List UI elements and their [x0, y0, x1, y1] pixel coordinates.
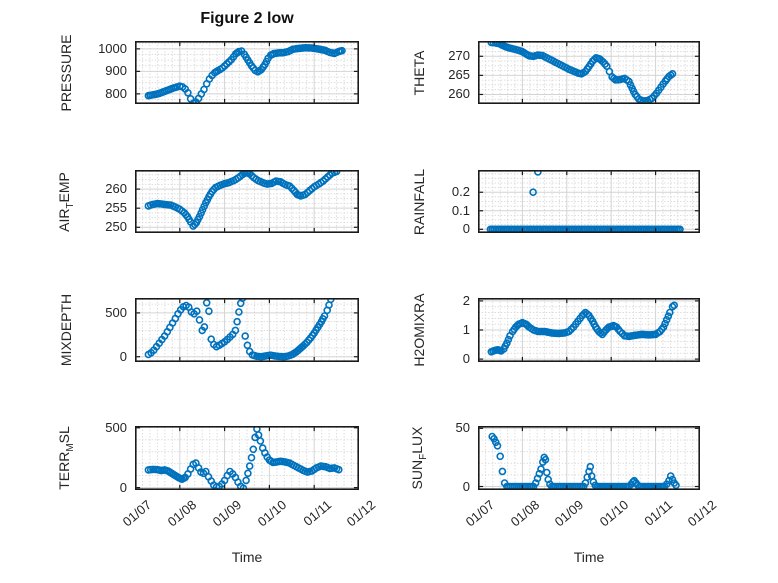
terr-msl-plot-area — [135, 426, 359, 490]
mixdepth-data-markers — [144, 298, 335, 361]
theta-y-tick-label: 265 — [448, 67, 470, 83]
h2omixra-data-markers — [487, 301, 678, 356]
air-temp-y-tick-label: 250 — [105, 219, 127, 235]
rainfall-plot-area — [478, 170, 700, 233]
rainfall-y-tick-label: 0.2 — [451, 184, 470, 200]
mixdepth-plot-area — [135, 298, 359, 362]
air-temp-y-tick-label: 255 — [105, 200, 127, 216]
theta-data-markers — [487, 41, 677, 104]
terr-msl-x-tick-label: 01/12 — [344, 497, 379, 530]
subplot-terr-msl — [135, 426, 359, 490]
subplot-pressure — [135, 41, 359, 104]
h2omixra-y-tick-label: 0 — [462, 351, 470, 367]
subplot-sun-flux — [478, 426, 700, 490]
sun-flux-plot-area — [478, 426, 700, 490]
theta-y-tick-label: 260 — [448, 86, 470, 102]
rainfall-y-tick-label: 0 — [462, 221, 470, 237]
terr-msl-y-tick-label: 500 — [105, 419, 127, 435]
sun-flux-x-tick-label: 01/07 — [463, 497, 498, 530]
terr-msl-y-tick-label: 0 — [119, 479, 127, 495]
terr-msl-x-tick-label: 01/10 — [254, 497, 290, 530]
pressure-data-markers — [144, 44, 346, 104]
theta-y-tick-label: 270 — [448, 48, 470, 64]
x-axis-label-right: Time — [573, 549, 605, 565]
theta-y-axis-label: THETA — [411, 50, 427, 95]
sun-flux-y-tick-label: 50 — [455, 420, 470, 436]
sun-flux-x-tick-label: 01/12 — [685, 497, 720, 530]
x-axis-label-left: Time — [231, 549, 263, 565]
air-temp-plot-area — [135, 170, 359, 233]
terr-msl-data-markers — [144, 426, 343, 490]
pressure-y-tick-label: 1000 — [98, 40, 127, 56]
h2omixra-y-tick-label: 1 — [462, 322, 470, 337]
sun-flux-y-axis-label: SUNFLUX — [409, 426, 429, 490]
subplot-rainfall — [478, 170, 700, 233]
sun-flux-x-tick-label: 01/09 — [551, 497, 587, 530]
sun-flux-x-tick-label: 01/10 — [596, 497, 631, 530]
air-temp-y-tick-label: 260 — [105, 181, 127, 197]
subplot-air-temp — [135, 170, 359, 233]
figure-title: Figure 2 low — [200, 10, 294, 27]
terr-msl-x-tick-label: 01/11 — [300, 497, 334, 529]
subplot-h2omixra — [478, 298, 700, 362]
h2omixra-y-axis-label: H2OMIXRA — [411, 293, 427, 367]
h2omixra-y-tick-label: 2 — [462, 292, 470, 308]
mixdepth-y-tick-label: 500 — [105, 304, 127, 320]
sun-flux-x-tick-label: 01/11 — [641, 497, 676, 529]
mixdepth-y-tick-label: 0 — [119, 348, 127, 364]
mixdepth-y-axis-label: MIXDEPTH — [58, 293, 74, 367]
pressure-y-axis-label: PRESSURE — [58, 33, 74, 112]
terr-msl-x-tick-label: 01/08 — [164, 497, 200, 530]
subplot-mixdepth — [135, 298, 359, 362]
rainfall-y-axis-label: RAINFALL — [411, 168, 427, 235]
terr-msl-x-tick-label: 01/07 — [120, 497, 155, 530]
h2omixra-plot-area — [478, 298, 700, 362]
rainfall-y-tick-label: 0.1 — [451, 202, 470, 218]
air-temp-y-axis-label: AIRTEMP — [56, 171, 76, 232]
subplot-theta — [478, 41, 700, 104]
pressure-y-tick-label: 800 — [105, 85, 127, 101]
pressure-plot-area — [135, 41, 359, 104]
terr-msl-y-axis-label: TERRMSL — [56, 426, 76, 490]
sun-flux-y-tick-label: 0 — [462, 478, 470, 494]
theta-plot-area — [478, 41, 700, 104]
terr-msl-x-tick-label: 01/09 — [209, 497, 245, 530]
sun-flux-x-tick-label: 01/08 — [507, 497, 543, 530]
pressure-y-tick-label: 900 — [105, 63, 127, 79]
